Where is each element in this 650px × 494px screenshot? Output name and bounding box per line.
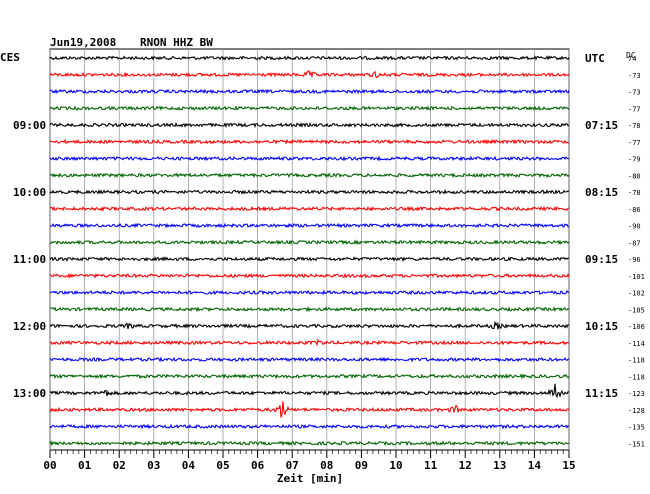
dc-offset-label: -87 [628, 239, 641, 247]
trace-row-23 [49, 440, 570, 447]
dc-offset-label: -77 [628, 105, 641, 113]
trace-row-1 [49, 70, 570, 79]
station-label: RNON HHZ BW [140, 36, 213, 49]
right-time-label: 11:15 [585, 387, 618, 400]
x-tick-label: 13 [493, 459, 506, 472]
minute-grid [49, 48, 570, 458]
trace-row-18 [49, 356, 570, 363]
right-time-label: 10:15 [585, 320, 618, 333]
trace-row-5 [49, 138, 570, 145]
left-zone-label: CES [0, 51, 20, 64]
trace-row-16 [49, 320, 570, 330]
dc-offset-label: -101 [628, 273, 645, 281]
trace-row-13 [49, 272, 570, 279]
trace-row-14 [49, 289, 570, 296]
dc-offset-label: -86 [628, 206, 641, 214]
trace-row-11 [49, 239, 570, 246]
x-tick-label: 10 [389, 459, 402, 472]
dc-offset-label: -102 [628, 290, 645, 298]
x-tick-label: 12 [459, 459, 472, 472]
left-time-label: 11:00 [13, 253, 46, 266]
trace-row-17 [49, 338, 570, 347]
time-labels: 00 01 02 03 04 05 06 07 08 09 10 11 12 13 14 15 74 -73 -73… [13, 52, 645, 472]
dc-offset-label: -105 [628, 306, 645, 314]
x-tick-label: 15 [562, 459, 575, 472]
x-tick-label: 01 [78, 459, 92, 472]
x-tick-label: 02 [113, 459, 126, 472]
seismic-traces [49, 55, 570, 447]
dc-offset-label: -114 [628, 340, 645, 348]
trace-row-6 [49, 155, 570, 162]
trace-row-8 [49, 188, 570, 195]
right-time-label: 08:15 [585, 186, 618, 199]
trace-row-2 [49, 88, 570, 95]
x-tick-label: 04 [182, 459, 196, 472]
trace-row-20 [49, 383, 570, 399]
dc-offset-label: -77 [628, 139, 641, 147]
x-tick-label: 00 [43, 459, 56, 472]
dc-offset-label: -96 [628, 256, 641, 264]
x-axis-title: Zeit [min] [277, 472, 343, 485]
left-time-label: 10:00 [13, 186, 46, 199]
x-tick-label: 11 [424, 459, 438, 472]
dc-label: DC [626, 51, 636, 60]
x-tick-label: 05 [216, 459, 229, 472]
dc-offset-label: -118 [628, 357, 645, 365]
left-time-label: 09:00 [13, 119, 46, 132]
right-time-label: UTC [585, 52, 605, 65]
trace-row-7 [49, 172, 570, 179]
trace-row-12 [49, 256, 570, 262]
trace-row-22 [49, 423, 570, 430]
dc-offset-label: -106 [628, 323, 645, 331]
dc-offset-label: -128 [628, 407, 645, 415]
x-tick-label: 03 [147, 459, 160, 472]
trace-row-19 [49, 373, 570, 380]
trace-row-4 [49, 122, 569, 129]
dc-offset-label: -90 [628, 223, 641, 231]
dc-offset-label: -78 [628, 122, 641, 130]
trace-row-3 [49, 105, 570, 112]
dc-offset-label: -73 [628, 89, 641, 97]
dc-offset-label: -73 [628, 72, 641, 80]
dc-offset-label: -79 [628, 156, 641, 164]
trace-row-15 [49, 306, 570, 313]
x-tick-label: 08 [320, 459, 333, 472]
dc-offset-label: -151 [628, 440, 645, 448]
x-tick-label: 07 [286, 459, 299, 472]
right-time-label: 09:15 [585, 253, 618, 266]
right-time-label: 07:15 [585, 119, 618, 132]
x-tick-label: 14 [528, 459, 542, 472]
dc-offset-label: -78 [628, 189, 641, 197]
trace-row-0 [49, 55, 570, 61]
dc-offset-label: -80 [628, 172, 641, 180]
left-time-label: 13:00 [13, 387, 46, 400]
dc-offset-label: -135 [628, 424, 645, 432]
dc-offset-label: -118 [628, 373, 645, 381]
trace-row-21 [49, 401, 570, 418]
x-tick-label: 09 [355, 459, 368, 472]
trace-row-10 [49, 222, 570, 229]
x-tick-label: 06 [251, 459, 265, 472]
trace-row-9 [49, 205, 570, 212]
left-time-label: 12:00 [13, 320, 46, 333]
dc-offset-label: -123 [628, 390, 645, 398]
dc-offset-label: 74 [628, 55, 636, 63]
date-label: Jun19,2008 [50, 36, 116, 49]
